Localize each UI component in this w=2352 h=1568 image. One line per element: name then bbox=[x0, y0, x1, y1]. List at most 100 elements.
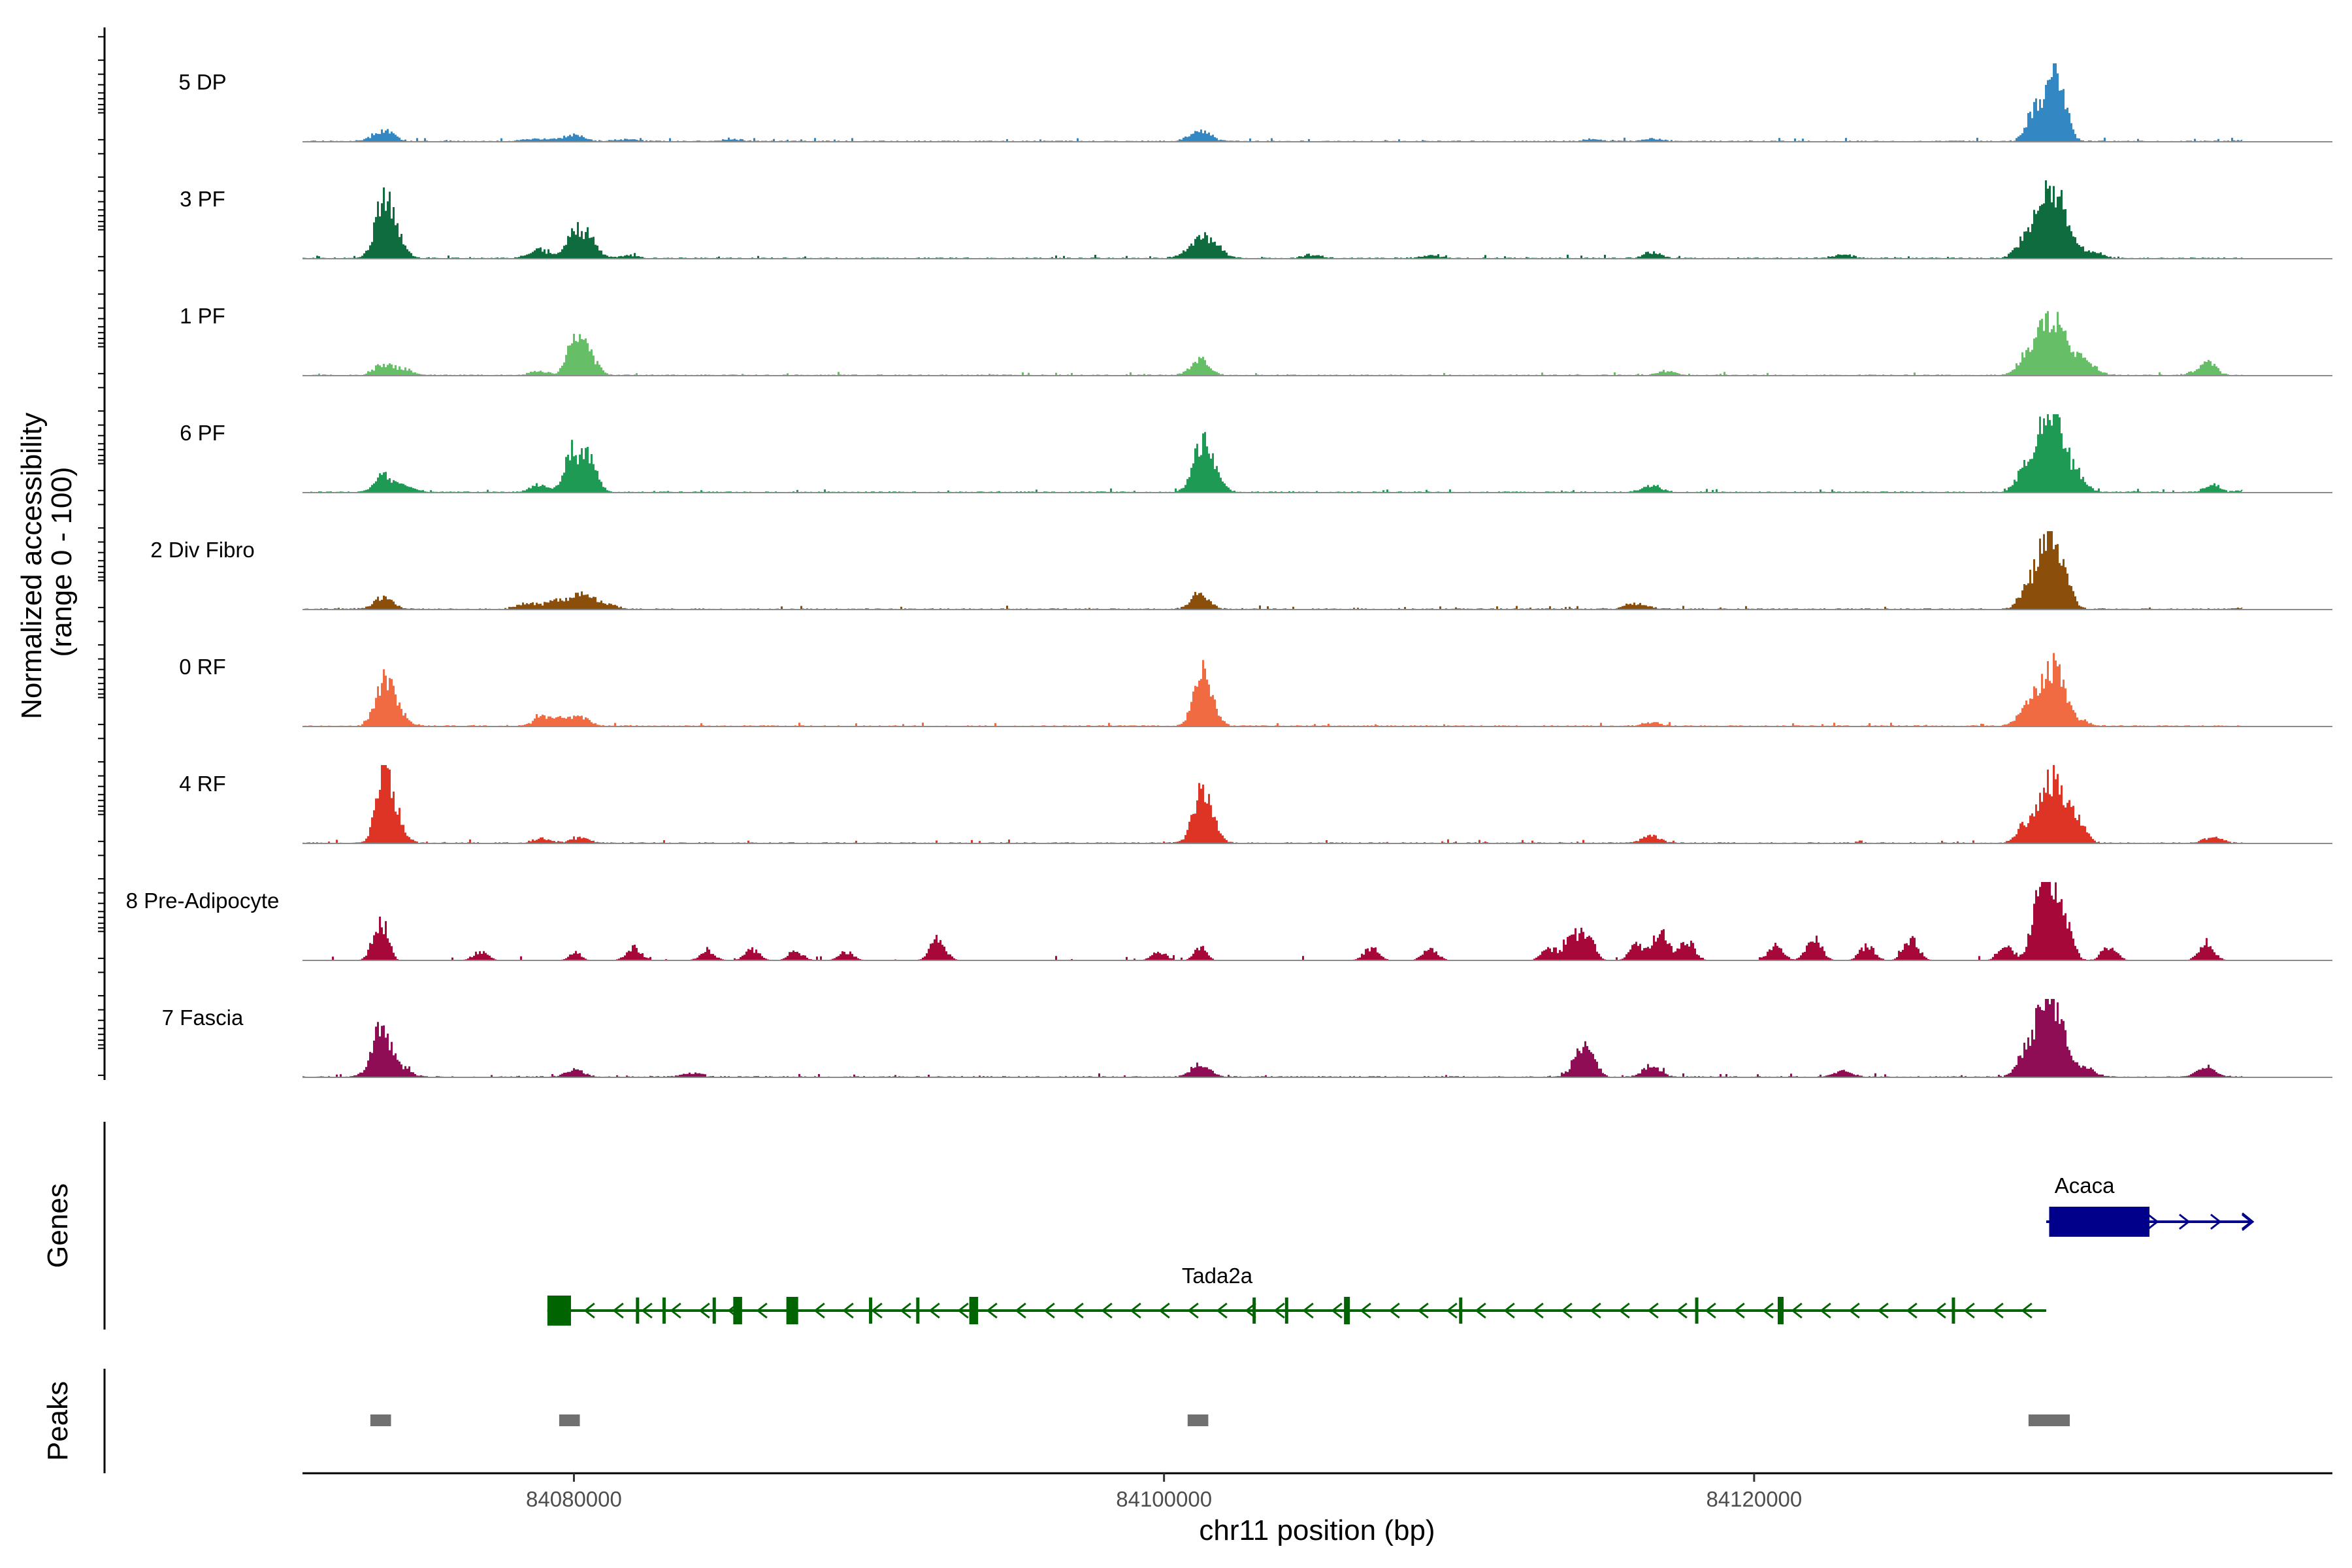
strand-arrow bbox=[670, 1302, 681, 1319]
x-tick-label: 84120000 bbox=[1706, 1487, 1802, 1511]
genes-panel-label: Genes bbox=[42, 1183, 74, 1268]
strand-arrow bbox=[957, 1302, 969, 1319]
strand-arrow bbox=[1446, 1302, 1458, 1319]
strand-arrow bbox=[1043, 1302, 1055, 1319]
strand-arrow bbox=[1647, 1302, 1659, 1319]
strand-arrow bbox=[1848, 1302, 1860, 1319]
peak-region bbox=[559, 1414, 580, 1426]
gene-acaca: Acaca bbox=[2046, 1173, 2255, 1237]
strand-arrow bbox=[986, 1302, 998, 1319]
strand-arrow bbox=[1360, 1302, 1371, 1319]
strand-arrow bbox=[1762, 1302, 1774, 1319]
strand-arrow bbox=[1935, 1302, 1946, 1319]
strand-arrow bbox=[1733, 1302, 1745, 1319]
gene-exon bbox=[1344, 1297, 1350, 1324]
gene-exon bbox=[636, 1298, 640, 1324]
peaks-panel-label: Peaks bbox=[42, 1381, 74, 1461]
x-axis-title: chr11 position (bp) bbox=[1199, 1514, 1435, 1546]
track-8-pre-adipocyte: 8 Pre-Adipocyte bbox=[126, 882, 2332, 961]
genes-panel: Genes Tada2a Acaca bbox=[42, 1122, 2255, 1330]
track-label: 2 Div Fibro bbox=[150, 538, 255, 562]
strand-arrow bbox=[2148, 1213, 2159, 1230]
track-label: 5 DP bbox=[178, 70, 226, 94]
accessibility-y-axis bbox=[98, 27, 106, 1080]
gene-exon bbox=[869, 1298, 873, 1324]
strand-arrow bbox=[1130, 1302, 1141, 1319]
gene-exon bbox=[1252, 1298, 1256, 1324]
strand-arrow bbox=[1273, 1302, 1285, 1319]
strand-arrow bbox=[1676, 1302, 1688, 1319]
gene-exon bbox=[547, 1296, 571, 1326]
strand-arrow bbox=[1618, 1302, 1630, 1319]
gene-label: Acaca bbox=[2055, 1173, 2115, 1198]
track-6-pf: 6 PF bbox=[180, 414, 2332, 493]
x-axis: 84080000 84100000 84120000 bbox=[302, 1472, 2332, 1511]
coverage-area bbox=[302, 765, 2243, 843]
coverage-area bbox=[302, 882, 2243, 960]
strand-arrow bbox=[1532, 1302, 1544, 1319]
strand-arrow bbox=[1705, 1302, 1716, 1319]
strand-arrow bbox=[813, 1302, 825, 1319]
coverage-area bbox=[302, 531, 2243, 610]
track-1-pf: 1 PF bbox=[180, 304, 2332, 376]
strand-arrow bbox=[1590, 1302, 1601, 1319]
strand-arrow bbox=[1820, 1302, 1831, 1319]
strand-arrow bbox=[1791, 1302, 1803, 1319]
strand-arrow bbox=[2210, 1213, 2222, 1230]
track-label: 3 PF bbox=[180, 187, 225, 211]
coverage-tracks: 5 DP 3 PF 1 PF 6 PF 2 Div Fibro 0 RF 4 RF 8 Pre… bbox=[126, 63, 2332, 1078]
track-label: 8 Pre-Adipocyte bbox=[126, 889, 280, 913]
strand-arrow bbox=[1072, 1302, 1084, 1319]
coverage-area bbox=[302, 653, 2243, 727]
gene-exon bbox=[1952, 1298, 1955, 1324]
strand-arrow bbox=[1187, 1302, 1199, 1319]
track-label: 0 RF bbox=[179, 655, 226, 679]
track-4-rf: 4 RF bbox=[179, 765, 2332, 844]
strand-arrow bbox=[1302, 1302, 1314, 1319]
gene-exon bbox=[786, 1297, 798, 1324]
strand-arrow bbox=[842, 1302, 854, 1319]
strand-arrow bbox=[583, 1302, 595, 1319]
strand-arrow bbox=[928, 1302, 940, 1319]
strand-arrow bbox=[756, 1302, 768, 1319]
accessibility-y-axis-title: Normalized accessibility (range 0 - 100) bbox=[16, 404, 78, 719]
strand-arrow bbox=[1101, 1302, 1113, 1319]
strand-arrow bbox=[1963, 1302, 1975, 1319]
track-3-pf: 3 PF bbox=[180, 180, 2332, 259]
gene-exon bbox=[1695, 1298, 1699, 1324]
strand-arrow bbox=[1216, 1302, 1228, 1319]
track-label: 4 RF bbox=[179, 772, 226, 796]
coverage-area bbox=[302, 414, 2243, 493]
track-0-rf: 0 RF bbox=[179, 653, 2332, 727]
strand-arrow bbox=[612, 1302, 624, 1319]
gene-exon bbox=[2049, 1207, 2150, 1237]
peak-region bbox=[370, 1414, 391, 1426]
strand-arrow bbox=[1388, 1302, 1400, 1319]
strand-arrow bbox=[1992, 1302, 2004, 1319]
track-5-dp: 5 DP bbox=[178, 63, 2332, 142]
gene-exon bbox=[969, 1297, 979, 1324]
gene-tada2a: Tada2a bbox=[547, 1264, 2046, 1326]
strand-arrow bbox=[1158, 1302, 1170, 1319]
track-label: 6 PF bbox=[180, 421, 225, 445]
strand-arrow bbox=[1475, 1302, 1486, 1319]
gene-exon bbox=[712, 1298, 716, 1324]
strand-arrow bbox=[900, 1302, 911, 1319]
coverage-area bbox=[302, 999, 2243, 1077]
coverage-area bbox=[302, 311, 2243, 376]
strand-arrow bbox=[1877, 1302, 1889, 1319]
peak-region bbox=[2028, 1414, 2070, 1426]
strand-arrow bbox=[1331, 1302, 1343, 1319]
gene-exon bbox=[1284, 1298, 1288, 1324]
gene-exon bbox=[733, 1297, 742, 1324]
strand-arrow bbox=[1503, 1302, 1515, 1319]
strand-arrow bbox=[1906, 1302, 1918, 1319]
strand-arrow bbox=[2242, 1212, 2255, 1232]
gene-exon bbox=[916, 1298, 920, 1324]
gene-exon bbox=[1459, 1298, 1463, 1324]
peak-region bbox=[1187, 1414, 1209, 1426]
gene-exon bbox=[1777, 1297, 1784, 1324]
strand-arrow bbox=[1015, 1302, 1026, 1319]
strand-arrow bbox=[871, 1302, 883, 1319]
